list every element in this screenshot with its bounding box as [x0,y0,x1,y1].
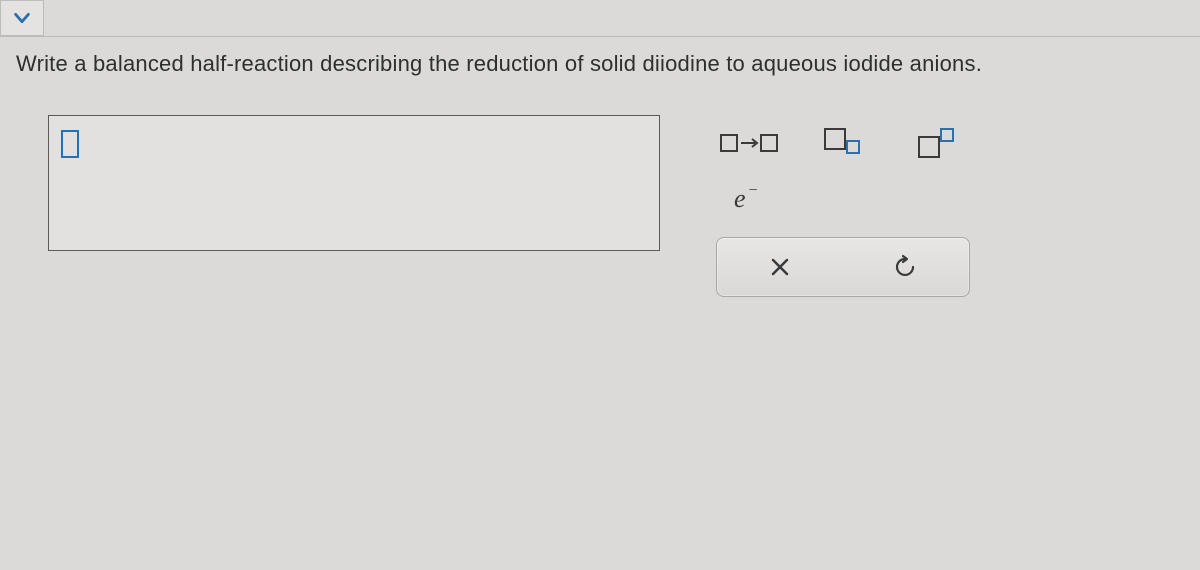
bottom-controls [716,237,970,297]
work-area: e− [0,95,1200,297]
tool-row-1 [716,115,980,171]
close-icon [768,255,792,279]
superscript-icon [915,127,959,159]
top-bar [0,0,1200,36]
question-container: Write a balanced half-reaction describin… [0,0,1200,570]
subscript-button[interactable] [810,121,876,165]
answer-input[interactable] [48,115,660,251]
reaction-arrow-icon [719,129,779,157]
chevron-down-icon [11,7,33,29]
electron-icon: e− [734,184,746,214]
electron-button[interactable]: e− [716,177,782,221]
reset-button[interactable] [883,247,929,287]
undo-icon [893,254,919,280]
reaction-arrow-button[interactable] [716,121,782,165]
question-text: Write a balanced half-reaction describin… [16,51,1182,77]
superscript-button[interactable] [904,121,970,165]
collapse-button[interactable] [0,0,44,36]
tool-panel: e− [716,115,980,297]
question-row: Write a balanced half-reaction describin… [0,36,1200,95]
clear-button[interactable] [757,247,803,287]
tool-row-2: e− [716,171,980,227]
subscript-icon [821,127,865,159]
answer-placeholder-box [61,130,79,158]
